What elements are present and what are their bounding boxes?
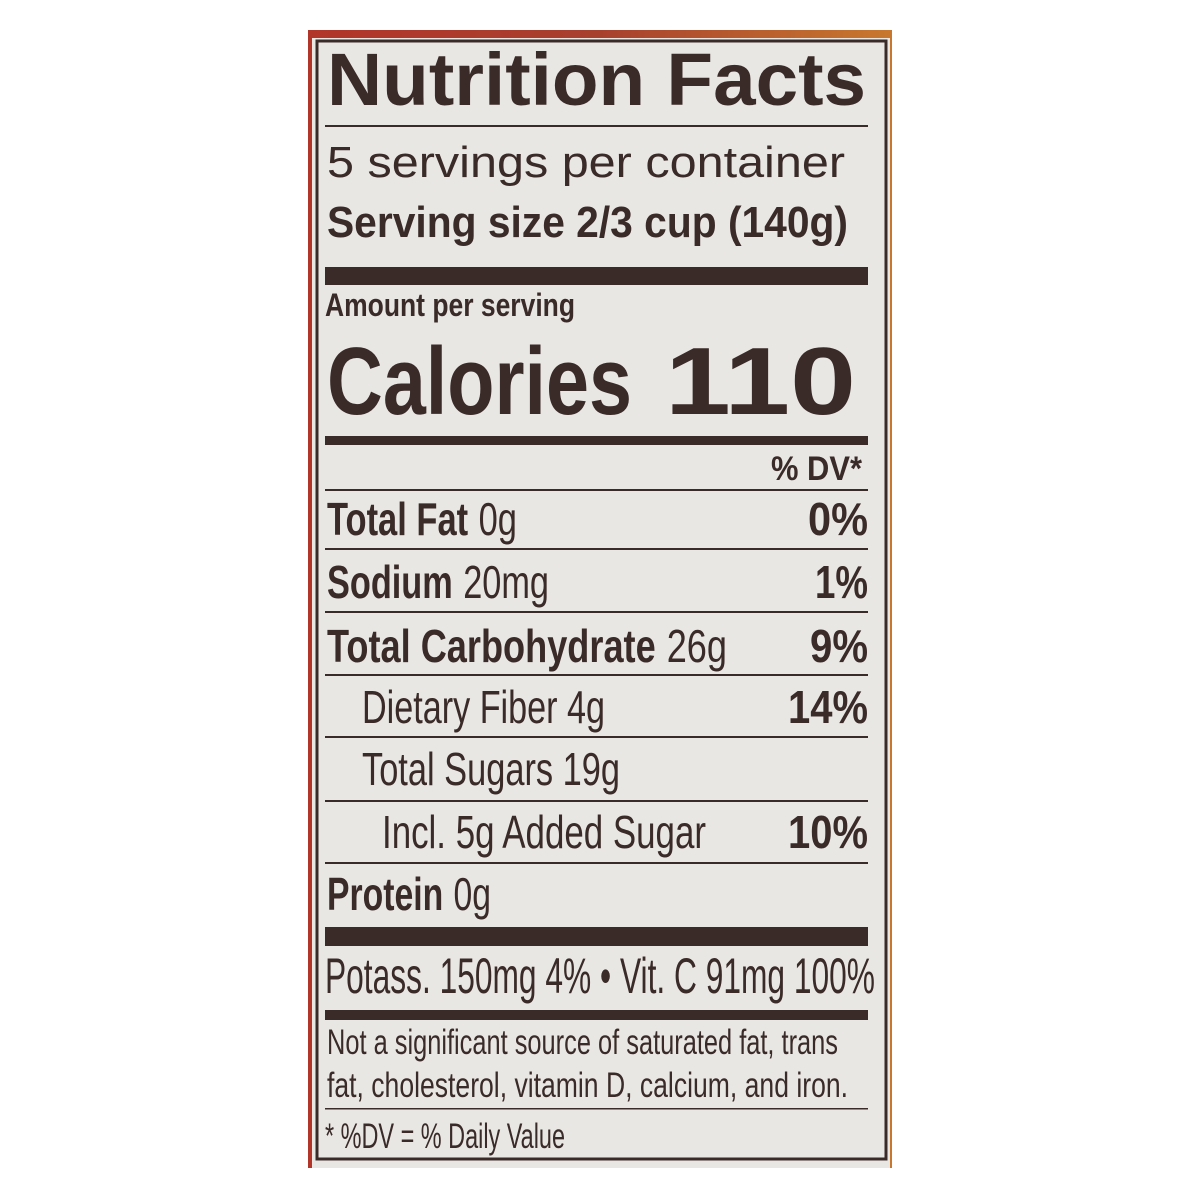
nutrient-line-protein: Protein0g xyxy=(327,868,491,920)
dv-header: % DV* xyxy=(771,450,863,488)
thin-rule xyxy=(325,1108,868,1110)
thick-rule xyxy=(325,267,868,285)
nutrient-dv-total-fat: 0% xyxy=(808,493,868,545)
nutrient-line-total-fat: Total Fat0g xyxy=(327,493,517,545)
footnote-line-1: Not a significant source of saturated fa… xyxy=(327,1023,838,1062)
nutrient-name-total-fat: Total Fat xyxy=(327,493,468,545)
nutrient-amount-sodium: 20mg xyxy=(463,556,549,608)
footnote-line-2: fat, cholesterol, vitamin D, calcium, an… xyxy=(327,1066,848,1105)
label-border xyxy=(315,39,888,1161)
nutrient-name-total-sugars: Total Sugars 19g xyxy=(362,743,620,795)
thin-rule xyxy=(325,736,868,738)
vitamins-minerals-line: Potass. 150mg 4% • Vit. C 91mg 100% xyxy=(325,948,875,1004)
nutrient-dv-total-carbohydrate: 9% xyxy=(810,620,868,672)
thin-rule xyxy=(325,674,868,676)
nutrient-name-added-sugar: Incl. 5g Added Sugar xyxy=(382,806,706,858)
thin-rule xyxy=(325,548,868,550)
thin-rule xyxy=(325,125,868,127)
thin-rule xyxy=(325,489,868,491)
nutrient-name-sodium: Sodium xyxy=(327,556,453,608)
nutrient-amount-total-fat: 0g xyxy=(479,493,517,545)
thin-rule xyxy=(325,800,868,802)
thin-rule xyxy=(325,862,868,864)
nutrient-name-dietary-fiber: Dietary Fiber 4g xyxy=(362,681,605,733)
label-panel xyxy=(312,38,890,1168)
amount-per-serving: Amount per serving xyxy=(325,287,575,323)
nutrient-amount-total-carbohydrate: 26g xyxy=(667,620,727,672)
daily-value-note: * %DV = % Daily Value xyxy=(325,1117,565,1156)
label-title: Nutrition Facts xyxy=(327,38,866,121)
servings-per-container: 5 servings per container xyxy=(327,138,845,187)
calories-value: 110 xyxy=(665,328,856,435)
calories-label: Calories xyxy=(327,328,632,435)
serving-size: Serving size 2/3 cup (140g) xyxy=(327,198,848,247)
medium-rule xyxy=(325,436,868,445)
medium-rule xyxy=(325,1010,868,1020)
thin-rule xyxy=(325,611,868,613)
nutrient-dv-added-sugar: 10% xyxy=(788,806,868,858)
nutrient-name-total-carbohydrate: Total Carbohydrate xyxy=(327,620,656,672)
nutrient-dv-sodium: 1% xyxy=(815,556,868,608)
nutrient-amount-protein: 0g xyxy=(453,868,491,920)
nutrient-line-total-carbohydrate: Total Carbohydrate26g xyxy=(327,620,727,672)
nutrient-name-protein: Protein xyxy=(327,868,443,920)
nutrient-dv-dietary-fiber: 14% xyxy=(788,681,868,733)
thick-rule xyxy=(325,927,868,946)
nutrient-line-sodium: Sodium20mg xyxy=(327,556,549,608)
